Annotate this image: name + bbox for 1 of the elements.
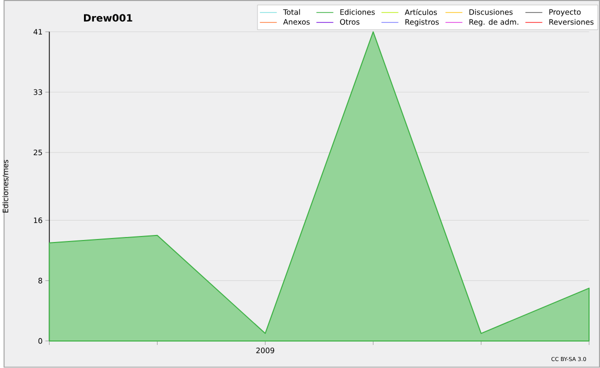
chart-title: Drew001 [84, 14, 132, 22]
